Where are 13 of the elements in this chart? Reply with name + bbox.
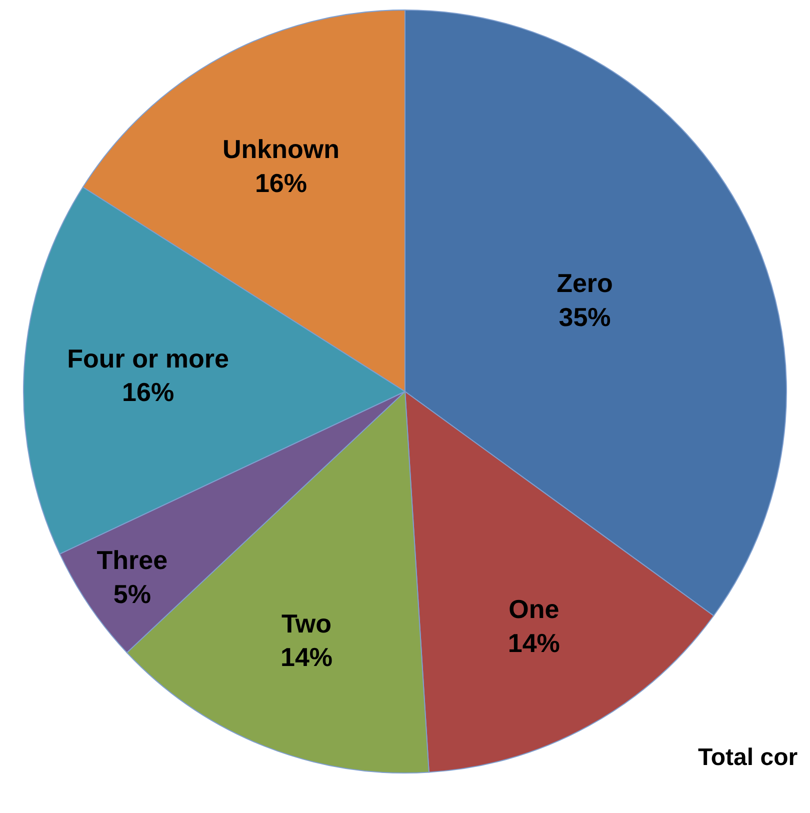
data-label: 5% (113, 578, 151, 609)
data-label: 14% (280, 642, 333, 672)
data-label: 35% (558, 302, 611, 332)
slice-label: Four or more (67, 343, 229, 374)
slice-label: Three (96, 545, 168, 576)
slice-label: Unknown (222, 134, 340, 164)
slice-label: Zero (556, 268, 613, 298)
data-label: 16% (122, 377, 174, 408)
slice-label: Two (281, 608, 332, 638)
data-label: 16% (254, 168, 307, 198)
text: Total cor (698, 744, 798, 771)
slice-label: One (508, 594, 560, 624)
data-label: 14% (508, 628, 560, 658)
